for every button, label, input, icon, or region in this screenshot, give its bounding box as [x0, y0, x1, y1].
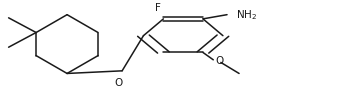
Text: F: F [155, 3, 161, 13]
Text: O: O [115, 78, 123, 88]
Text: NH$_2$: NH$_2$ [236, 8, 257, 22]
Text: O: O [215, 56, 223, 66]
